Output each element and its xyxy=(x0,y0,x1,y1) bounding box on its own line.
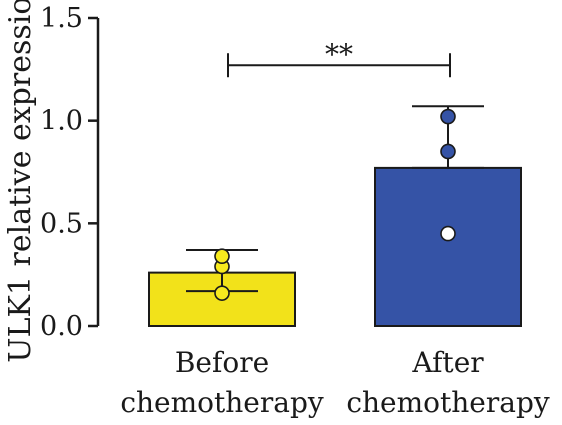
data-points xyxy=(214,108,456,301)
y-tick-label: 1.0 xyxy=(40,106,83,137)
y-tick-label: 0.5 xyxy=(40,208,83,239)
x-tick-label-line2: chemotherapy xyxy=(120,386,324,419)
x-tick-label-line1: After xyxy=(411,346,484,379)
data-point xyxy=(214,248,230,264)
y-axis-label: ULK1 relative expression xyxy=(3,0,38,363)
data-point xyxy=(440,108,456,125)
significance-bracket: ** xyxy=(227,38,451,78)
x-axis-labels: Before chemotherapy After chemotherapy xyxy=(120,346,550,419)
x-tick-label-line2: chemotherapy xyxy=(346,386,550,419)
y-tick-label: 0.0 xyxy=(40,311,83,342)
bar xyxy=(374,166,522,327)
x-tick-label-line1: Before xyxy=(175,346,269,379)
bars xyxy=(148,166,522,328)
y-tick-label: 1.5 xyxy=(40,3,83,34)
data-point xyxy=(214,285,230,301)
data-point xyxy=(440,225,456,242)
y-axis-ticks: 0.0 0.5 1.0 1.5 xyxy=(40,3,98,342)
data-point xyxy=(440,143,456,160)
significance-label: ** xyxy=(325,38,353,71)
